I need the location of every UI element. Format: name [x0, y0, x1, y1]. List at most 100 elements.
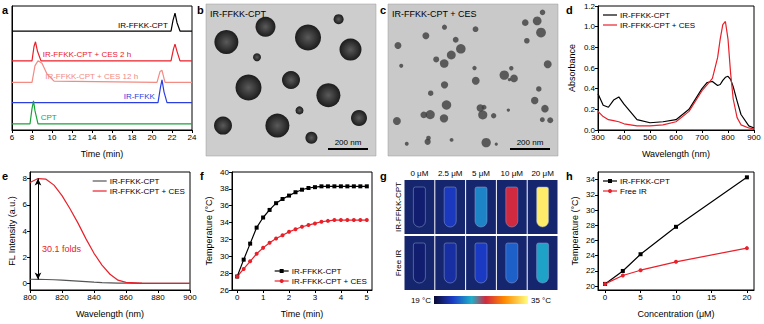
svg-text:28: 28 [586, 221, 595, 230]
svg-text:30.1 folds: 30.1 folds [42, 244, 82, 254]
svg-text:840: 840 [87, 293, 101, 302]
svg-text:0.4: 0.4 [584, 84, 596, 93]
svg-text:5: 5 [638, 293, 643, 302]
svg-text:24: 24 [586, 251, 595, 260]
svg-text:0 μM: 0 μM [410, 169, 428, 178]
svg-text:g: g [380, 170, 387, 182]
svg-text:15: 15 [707, 293, 716, 302]
svg-text:19 °C: 19 °C [411, 296, 431, 305]
svg-text:12: 12 [68, 133, 77, 142]
svg-text:38: 38 [220, 184, 229, 193]
svg-text:26: 26 [586, 236, 595, 245]
svg-text:IR-FFKK-CPT: IR-FFKK-CPT [292, 267, 342, 276]
svg-text:0.2: 0.2 [584, 105, 596, 114]
svg-text:0.6: 0.6 [584, 64, 596, 73]
svg-text:500: 500 [643, 133, 657, 142]
svg-text:820: 820 [55, 293, 69, 302]
svg-text:400: 400 [617, 133, 631, 142]
svg-text:22: 22 [586, 266, 595, 275]
svg-text:a: a [2, 4, 9, 16]
svg-text:200 nm: 200 nm [517, 138, 544, 147]
svg-text:20 μM: 20 μM [531, 169, 554, 178]
svg-text:Absorbance: Absorbance [567, 44, 577, 92]
svg-text:0.8: 0.8 [584, 43, 596, 52]
svg-text:IR-FFKK-CPT + CES: IR-FFKK-CPT + CES [110, 187, 185, 196]
svg-text:e: e [2, 170, 8, 182]
svg-text:8: 8 [23, 174, 28, 183]
svg-text:3: 3 [313, 293, 318, 302]
svg-text:18: 18 [128, 133, 137, 142]
svg-text:22: 22 [168, 133, 177, 142]
svg-text:24: 24 [188, 133, 197, 142]
svg-text:35 °C: 35 °C [531, 296, 551, 305]
svg-text:b: b [197, 4, 204, 16]
svg-text:Wavelength (nm): Wavelength (nm) [642, 149, 710, 159]
svg-text:30: 30 [586, 206, 595, 215]
svg-text:8: 8 [30, 133, 35, 142]
svg-text:10: 10 [48, 133, 57, 142]
svg-text:4: 4 [339, 293, 344, 302]
svg-text:16: 16 [108, 133, 117, 142]
svg-text:0: 0 [235, 293, 240, 302]
svg-text:28: 28 [220, 269, 229, 278]
svg-text:IR-FFKK-CPT: IR-FFKK-CPT [394, 182, 403, 232]
svg-text:800: 800 [721, 133, 735, 142]
svg-text:860: 860 [119, 293, 133, 302]
svg-text:880: 880 [151, 293, 165, 302]
svg-text:f: f [200, 170, 204, 182]
svg-text:IR-FFKK-CPT + CES: IR-FFKK-CPT + CES [620, 21, 695, 30]
svg-text:Time (min): Time (min) [81, 149, 124, 159]
svg-text:20: 20 [148, 133, 157, 142]
svg-text:1: 1 [261, 293, 266, 302]
svg-text:IR-FFKK-CPT + CES 2 h: IR-FFKK-CPT + CES 2 h [43, 50, 132, 59]
svg-text:6: 6 [10, 133, 15, 142]
svg-text:IR-FFKK-CPT: IR-FFKK-CPT [110, 177, 160, 186]
svg-text:1.0: 1.0 [584, 22, 596, 31]
svg-text:FL Intensity (a.u.): FL Intensity (a.u.) [7, 196, 17, 266]
svg-text:Free IR: Free IR [620, 187, 647, 196]
svg-text:30: 30 [220, 252, 229, 261]
svg-text:5: 5 [365, 293, 370, 302]
svg-text:700: 700 [695, 133, 709, 142]
svg-text:Temperature (°C): Temperature (°C) [204, 196, 214, 265]
svg-text:IR-FFKK-CPT: IR-FFKK-CPT [118, 21, 168, 30]
svg-text:10 μM: 10 μM [501, 169, 524, 178]
svg-text:20: 20 [742, 293, 751, 302]
svg-text:Time (min): Time (min) [281, 309, 324, 319]
svg-text:26: 26 [220, 286, 229, 295]
svg-text:800: 800 [23, 293, 37, 302]
svg-text:40: 40 [220, 168, 229, 177]
svg-text:900: 900 [183, 293, 197, 302]
svg-text:20: 20 [586, 282, 595, 291]
svg-text:34: 34 [220, 218, 229, 227]
svg-text:1.2: 1.2 [584, 2, 596, 11]
svg-text:c: c [380, 4, 386, 16]
svg-text:200 nm: 200 nm [335, 138, 362, 147]
svg-text:6: 6 [23, 200, 28, 209]
svg-text:Concentration (μM): Concentration (μM) [637, 309, 714, 319]
svg-text:32: 32 [586, 190, 595, 199]
svg-text:Temperature (°C): Temperature (°C) [570, 196, 580, 265]
svg-text:IR-FFKK-CPT: IR-FFKK-CPT [620, 177, 670, 186]
svg-text:CPT: CPT [41, 113, 57, 122]
svg-text:IR-FFKK-CPT + CES: IR-FFKK-CPT + CES [392, 9, 477, 19]
svg-text:Wavelength (nm): Wavelength (nm) [76, 309, 144, 319]
svg-text:300: 300 [591, 133, 605, 142]
svg-text:5 μM: 5 μM [472, 169, 490, 178]
svg-text:34: 34 [586, 175, 595, 184]
svg-text:IR-FFKK-CPT: IR-FFKK-CPT [620, 11, 670, 20]
svg-text:2: 2 [23, 253, 28, 262]
svg-text:10: 10 [672, 293, 681, 302]
svg-text:IR-FFKK-CPT + CES 12 h: IR-FFKK-CPT + CES 12 h [45, 72, 138, 81]
svg-text:IR-FFKK-CPT + CES: IR-FFKK-CPT + CES [292, 277, 367, 286]
svg-text:32: 32 [220, 235, 229, 244]
svg-text:0: 0 [23, 279, 28, 288]
svg-text:4: 4 [23, 227, 28, 236]
svg-text:36: 36 [220, 201, 229, 210]
svg-text:d: d [566, 4, 573, 16]
svg-text:14: 14 [88, 133, 97, 142]
svg-text:2.5 μM: 2.5 μM [438, 169, 463, 178]
svg-text:h: h [566, 170, 573, 182]
svg-text:2: 2 [287, 293, 292, 302]
svg-text:0: 0 [603, 293, 608, 302]
